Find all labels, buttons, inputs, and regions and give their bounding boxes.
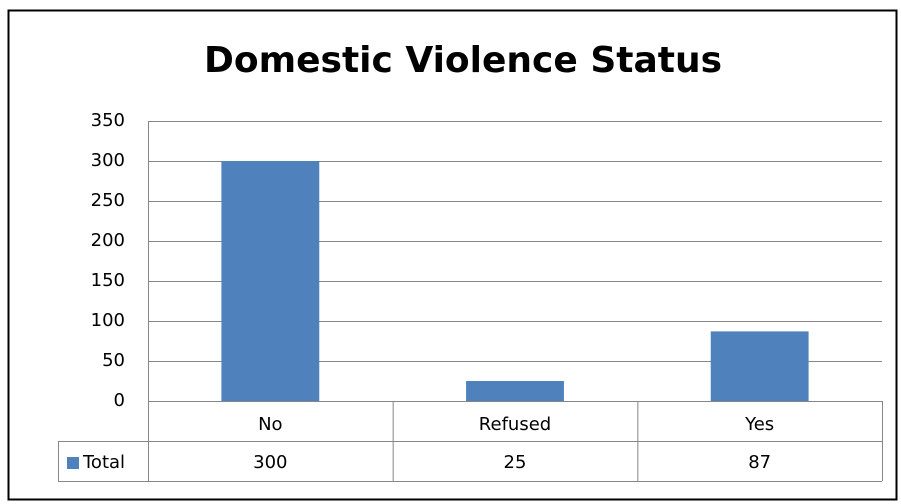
x-tick-label: Yes bbox=[744, 414, 774, 435]
y-tick-label: 50 bbox=[102, 350, 125, 371]
y-tick-label: 200 bbox=[91, 230, 125, 251]
table-value: 87 bbox=[748, 452, 771, 473]
y-tick-label: 250 bbox=[91, 190, 125, 211]
y-tick-label: 350 bbox=[91, 110, 125, 131]
y-tick-label: 150 bbox=[91, 270, 125, 291]
chart-title: Domestic Violence Status bbox=[204, 40, 722, 81]
y-tick-label: 0 bbox=[114, 390, 125, 411]
x-tick-label: Refused bbox=[479, 414, 551, 435]
legend-key bbox=[67, 457, 79, 469]
legend-label: Total bbox=[82, 452, 125, 473]
bar bbox=[466, 381, 564, 401]
x-tick-label: No bbox=[258, 414, 282, 435]
table-value: 300 bbox=[253, 452, 287, 473]
bar bbox=[221, 161, 320, 401]
chart-frame bbox=[7, 9, 898, 501]
bar bbox=[710, 331, 809, 401]
y-tick-label: 100 bbox=[91, 310, 125, 331]
y-tick-label: 300 bbox=[91, 150, 125, 171]
table-value: 25 bbox=[504, 452, 527, 473]
